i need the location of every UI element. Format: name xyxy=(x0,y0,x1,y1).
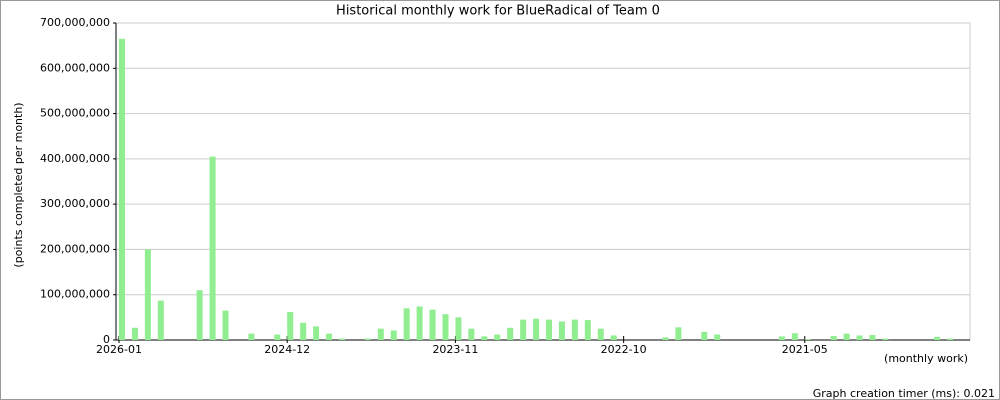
bar xyxy=(287,311,294,340)
y-tick-label: 300,000,000 xyxy=(40,197,110,210)
bar xyxy=(119,38,125,340)
y-tick-label: 700,000,000 xyxy=(40,16,110,29)
y-tick-label: 100,000,000 xyxy=(40,288,110,301)
bar xyxy=(856,335,863,340)
bar xyxy=(675,327,682,340)
bar xyxy=(571,319,578,340)
bar xyxy=(882,338,889,340)
bar xyxy=(455,317,462,340)
y-tick-label: 500,000,000 xyxy=(40,107,110,120)
bar xyxy=(364,338,371,340)
bar xyxy=(313,326,320,340)
x-axis-label: (monthly work) xyxy=(884,352,968,365)
bar xyxy=(481,336,488,340)
bar xyxy=(791,333,798,340)
x-tick-label: 2023-11 xyxy=(432,343,478,356)
bar xyxy=(507,327,514,340)
bar xyxy=(843,333,850,340)
bar xyxy=(300,322,307,340)
bar xyxy=(442,314,449,340)
bar xyxy=(546,319,552,340)
y-tick-label: 0 xyxy=(103,333,110,346)
bar xyxy=(144,249,151,340)
bar xyxy=(403,308,410,340)
y-axis-label: (points completed per month) xyxy=(12,102,25,267)
bar xyxy=(662,337,669,340)
bar xyxy=(131,327,138,340)
bar xyxy=(934,336,941,340)
bar xyxy=(494,334,501,340)
bar xyxy=(468,328,475,340)
bar xyxy=(584,320,591,340)
bar xyxy=(830,335,837,340)
bar xyxy=(390,330,397,340)
y-tick-label: 200,000,000 xyxy=(40,242,110,255)
x-tick-label: 2021-05 xyxy=(782,343,828,356)
bar xyxy=(869,335,876,340)
bar xyxy=(520,319,527,340)
bar xyxy=(947,338,954,340)
bar xyxy=(157,300,164,340)
bar xyxy=(416,306,423,340)
bar xyxy=(222,310,229,340)
bar xyxy=(610,335,617,340)
bar xyxy=(338,338,345,340)
bar xyxy=(326,333,333,340)
y-tick-label: 600,000,000 xyxy=(40,61,110,74)
bar xyxy=(701,331,708,340)
x-tick-label: 2022-10 xyxy=(601,343,647,356)
bar xyxy=(533,318,540,340)
bar xyxy=(248,333,255,340)
bar xyxy=(274,334,281,340)
chart-title: Historical monthly work for BlueRadical … xyxy=(336,4,660,19)
bar xyxy=(778,336,785,340)
plot-area xyxy=(115,22,971,341)
bar xyxy=(804,339,811,340)
bar xyxy=(196,290,203,340)
footer: Graph creation timer (ms): 0.021 xyxy=(813,387,995,400)
bar xyxy=(597,328,604,340)
bar xyxy=(714,334,721,340)
x-tick-label: 2026-01 xyxy=(96,343,142,356)
bar xyxy=(377,328,384,340)
bar xyxy=(558,321,565,340)
bar xyxy=(209,156,216,340)
bar xyxy=(429,309,436,340)
y-tick-label: 400,000,000 xyxy=(40,152,110,165)
x-tick-label: 2024-12 xyxy=(264,343,310,356)
